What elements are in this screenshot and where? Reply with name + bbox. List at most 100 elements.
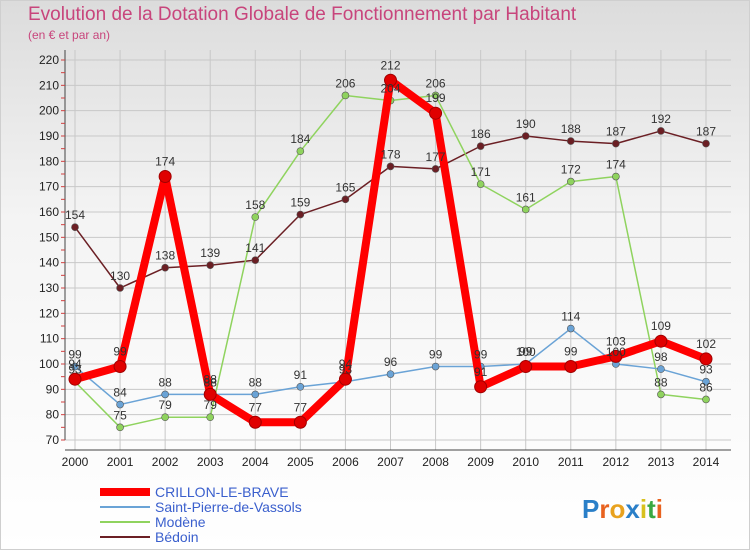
label-mod-ne-2002: 79 (158, 398, 172, 412)
x-tick-2007: 2007 (377, 455, 404, 469)
point-b-doin-2003 (206, 261, 215, 270)
legend-label-crillon-le-brave: CRILLON-LE-BRAVE (155, 484, 289, 500)
legend-label-mod-ne: Modène (155, 514, 206, 530)
point-saint-pierre-de-vassols-2011 (566, 324, 575, 333)
label-crillon-le-brave-2007: 212 (380, 58, 400, 72)
point-b-doin-2013 (657, 127, 665, 135)
y-tick-140: 140 (39, 256, 59, 270)
label-mod-ne-2007: 204 (380, 82, 400, 96)
point-crillon-le-brave-2011 (564, 360, 578, 374)
label-saint-pierre-de-vassols-2013: 98 (654, 350, 668, 364)
point-b-doin-2012 (612, 139, 620, 148)
point-b-doin-2014 (702, 139, 710, 148)
point-crillon-le-brave-2000 (68, 372, 82, 386)
point-saint-pierre-de-vassols-2007 (386, 370, 395, 378)
proxiti-logo: Proxiti (582, 494, 663, 524)
point-mod-ne-2009 (476, 180, 485, 188)
point-b-doin-2000 (71, 223, 79, 231)
label-mod-ne-2009: 171 (471, 165, 491, 179)
point-b-doin-2011 (566, 137, 575, 145)
label-b-doin-2007: 178 (380, 147, 400, 161)
point-crillon-le-brave-2006 (338, 372, 352, 386)
point-mod-ne-2014 (702, 395, 710, 404)
label-mod-ne-2011: 172 (561, 163, 581, 177)
y-tick-170: 170 (39, 180, 59, 194)
y-tick-100: 100 (39, 357, 59, 371)
y-tick-220: 220 (39, 53, 59, 67)
y-tick-110: 110 (40, 332, 59, 346)
label-mod-ne-2006: 206 (335, 76, 355, 90)
label-saint-pierre-de-vassols-2011: 114 (561, 310, 580, 324)
point-crillon-le-brave-2009 (474, 380, 488, 394)
legend-label-b-doin: Bédoin (155, 529, 199, 545)
point-crillon-le-brave-2014 (699, 352, 713, 366)
point-mod-ne-2005 (296, 147, 305, 155)
chart-subtitle: (en € et par an) (28, 28, 111, 42)
label-b-doin-2012: 187 (606, 125, 626, 139)
point-crillon-le-brave-2002 (158, 170, 172, 184)
label-b-doin-2000: 154 (65, 208, 85, 222)
proxiti-logo-text: Proxiti (582, 494, 663, 524)
x-tick-2003: 2003 (197, 455, 224, 469)
x-tick-2013: 2013 (648, 455, 675, 469)
label-crillon-le-brave-2002: 174 (155, 155, 175, 169)
logo-letter: P (582, 494, 599, 524)
label-saint-pierre-de-vassols-2006: 93 (339, 363, 353, 377)
x-tick-2011: 2011 (558, 455, 584, 469)
point-mod-ne-2006 (341, 91, 350, 100)
label-b-doin-2001: 130 (110, 269, 130, 283)
label-mod-ne-2000: 93 (68, 363, 82, 377)
x-tick-2005: 2005 (287, 455, 314, 469)
point-crillon-le-brave-2013 (654, 334, 668, 348)
label-saint-pierre-de-vassols-2003: 88 (204, 375, 218, 389)
label-saint-pierre-de-vassols-2010: 100 (516, 345, 536, 359)
label-crillon-le-brave-2001: 99 (113, 345, 127, 359)
label-saint-pierre-de-vassols-2009: 99 (474, 348, 488, 362)
label-mod-ne-2014: 86 (699, 380, 713, 394)
point-mod-ne-2002 (161, 413, 169, 422)
label-crillon-le-brave-2005: 77 (294, 400, 308, 414)
point-saint-pierre-de-vassols-2001 (116, 400, 124, 409)
y-tick-70: 70 (46, 433, 60, 447)
label-crillon-le-brave-2008: 199 (426, 91, 446, 105)
label-crillon-le-brave-2000: 94 (68, 357, 82, 371)
label-saint-pierre-de-vassols-2000: 99 (68, 348, 82, 362)
y-tick-190: 190 (39, 129, 59, 143)
point-saint-pierre-de-vassols-2014 (702, 377, 710, 386)
series-lines (68, 73, 713, 432)
label-saint-pierre-de-vassols-2014: 93 (699, 363, 713, 377)
point-saint-pierre-de-vassols-2002 (161, 390, 169, 399)
label-b-doin-2005: 159 (290, 196, 310, 210)
x-tick-2010: 2010 (512, 455, 539, 469)
point-mod-ne-2004 (251, 213, 260, 221)
x-tick-2009: 2009 (467, 455, 494, 469)
x-tick-2004: 2004 (242, 455, 269, 469)
point-saint-pierre-de-vassols-2000 (71, 362, 79, 371)
label-crillon-le-brave-2010: 99 (519, 345, 533, 359)
y-tick-150: 150 (39, 230, 59, 244)
point-b-doin-2001 (116, 284, 124, 292)
label-mod-ne-2001: 75 (113, 408, 127, 422)
label-b-doin-2013: 192 (651, 112, 671, 126)
label-b-doin-2014: 187 (696, 125, 716, 139)
x-tick-2001: 2001 (107, 455, 134, 469)
label-b-doin-2003: 139 (200, 246, 220, 260)
point-b-doin-2010 (521, 132, 530, 140)
label-crillon-le-brave-2013: 109 (651, 319, 671, 333)
label-mod-ne-2005: 184 (290, 132, 310, 146)
legend-label-saint-pierre-de-vassols: Saint-Pierre-de-Vassols (155, 499, 302, 515)
point-mod-ne-2010 (521, 205, 530, 214)
point-crillon-le-brave-2008 (429, 106, 443, 120)
point-crillon-le-brave-2004 (248, 415, 262, 429)
point-saint-pierre-de-vassols-2013 (657, 365, 665, 373)
x-tick-2002: 2002 (152, 455, 179, 469)
point-b-doin-2007 (386, 162, 395, 171)
y-tick-210: 210 (39, 78, 59, 92)
label-saint-pierre-de-vassols-2004: 88 (249, 375, 263, 389)
point-saint-pierre-de-vassols-2005 (296, 382, 305, 391)
point-mod-ne-2008 (431, 91, 440, 100)
logo-letter: r (599, 494, 609, 524)
label-b-doin-2002: 138 (155, 249, 175, 263)
label-b-doin-2010: 190 (516, 117, 536, 131)
